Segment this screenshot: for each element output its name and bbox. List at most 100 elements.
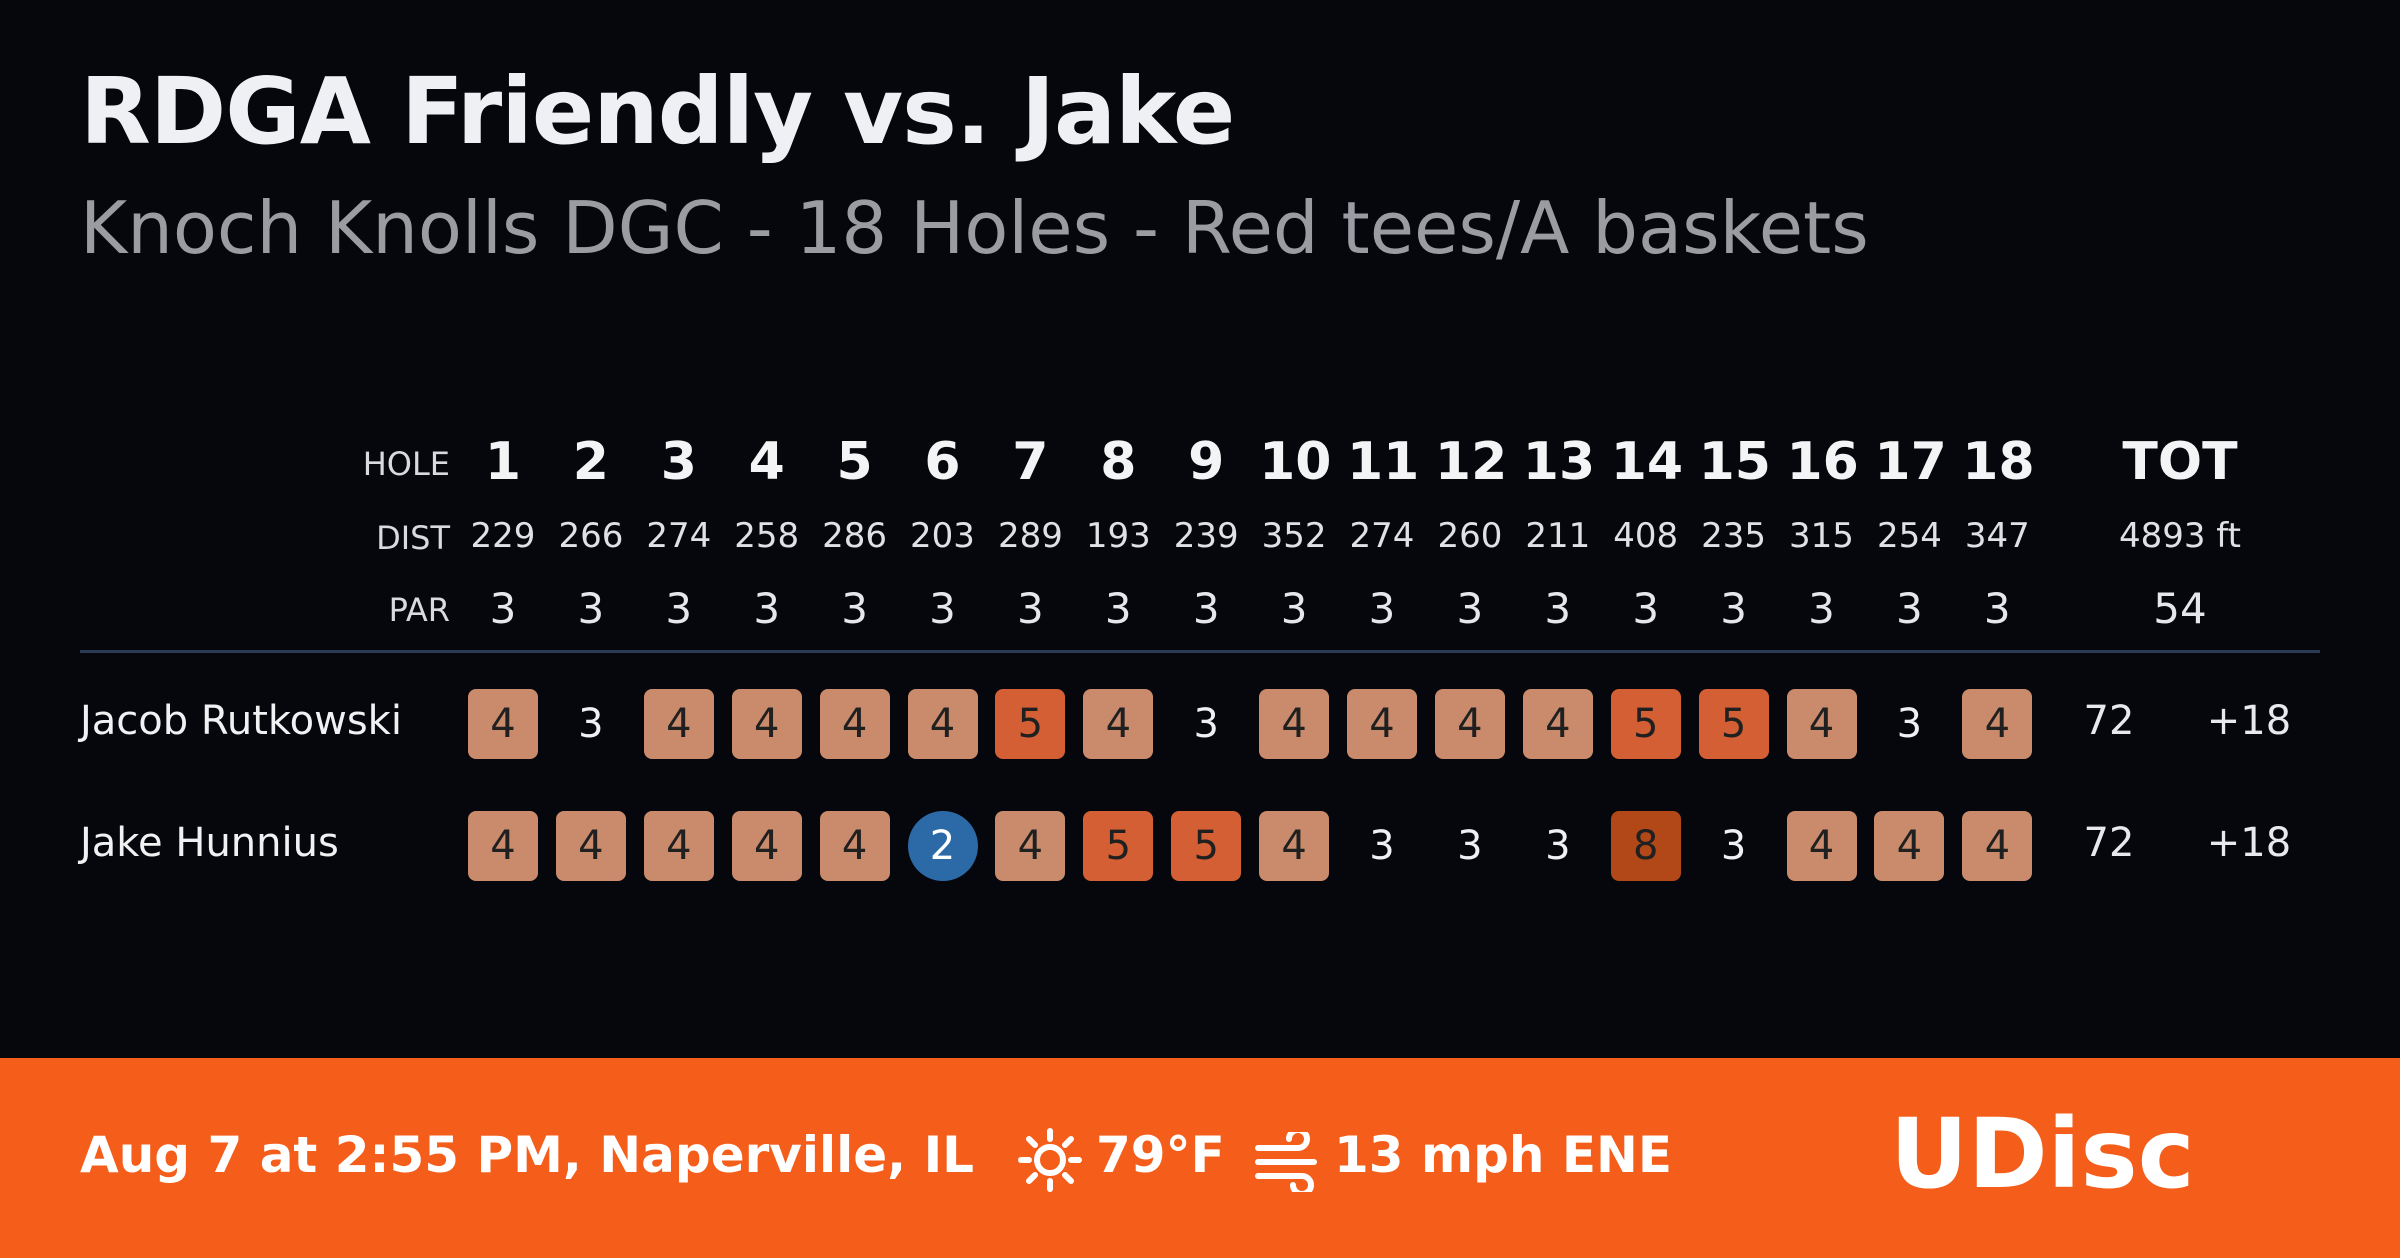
hole-distance: 254 [1876,516,1942,556]
hole-number: 16 [1786,432,1859,492]
score-cell: 4 [819,689,890,759]
hole-number: 6 [924,432,961,492]
hole-number: 14 [1610,432,1684,492]
hole-number: 3 [660,432,697,492]
score-cell: 4 [819,811,890,881]
hole-number: 2 [572,432,609,492]
total-par: 54 [2153,584,2207,633]
date-location: Aug 7 at 2:55 PM, Naperville, IL [80,1126,975,1184]
score-cell: 4 [1786,689,1857,759]
hole-par: 3 [1720,584,1747,633]
score-cell: 4 [907,689,978,759]
score-cell: 4 [1522,689,1593,759]
round-title: RDGA Friendly vs. Jake [80,58,1235,165]
score-cell: 4 [1962,689,2033,759]
score-cell: 4 [1874,811,1945,881]
hole-number: 5 [836,432,873,492]
score-cell: 4 [1259,811,1330,881]
hole-distance: 266 [558,516,624,556]
total-header: TOT [2122,432,2238,492]
score-cell: 5 [1171,811,1242,881]
hole-distance: 408 [1613,516,1679,556]
hole-par: 3 [1808,584,1835,633]
hole-number: 17 [1874,432,1947,492]
hole-number: 13 [1522,432,1596,492]
hole-number: 7 [1012,432,1049,492]
score-cell: 4 [1347,689,1417,759]
score-cell: 3 [578,701,604,747]
wind-icon [1254,1127,1326,1197]
hole-number: 12 [1434,432,1508,492]
hole-par: 3 [1456,584,1484,633]
score-cell: 4 [468,689,538,759]
header-divider [80,650,2320,653]
player-plus-minus: +18 [2206,820,2292,866]
hole-par: 3 [489,584,517,633]
score-cell: 4 [643,811,714,881]
hole-row-label: HOLE [362,445,450,483]
score-cell: 5 [1610,689,1681,759]
hole-number: 4 [748,432,785,492]
score-cell: 5 [1698,689,1769,759]
score-cell: 4 [555,811,626,881]
hole-par: 3 [1632,584,1660,633]
score-cell: 4 [1786,811,1857,881]
hole-distance: 258 [734,516,800,556]
score-cell: 4 [731,811,802,881]
hole-par: 3 [1896,584,1923,633]
score-cell: 4 [1962,811,2033,881]
hole-distance: 203 [910,516,975,556]
hole-number: 8 [1100,432,1137,492]
hole-distance: 286 [822,516,888,556]
hole-par: 3 [1544,584,1572,633]
score-cell: 3 [1545,823,1571,869]
score-cell: 3 [1720,823,1747,869]
hole-distance: 235 [1701,516,1767,556]
score-cell: 3 [1896,701,1923,747]
hole-distance: 211 [1525,516,1591,556]
hole-distance: 274 [1349,516,1415,556]
hole-par: 3 [1368,584,1396,633]
score-cell: 4 [1434,689,1505,759]
score-cell: 4 [731,689,802,759]
score-cell: 4 [995,811,1066,881]
player-total: 72 [2083,698,2135,744]
hole-par: 3 [1104,584,1132,633]
hole-par: 3 [841,584,868,633]
hole-number: 15 [1698,432,1771,492]
hole-number: 18 [1962,432,2035,492]
hole-distance: 239 [1173,516,1239,556]
score-cell: 2 [907,811,978,881]
hole-distance: 352 [1261,516,1327,556]
hole-number: 10 [1259,432,1332,492]
udisc-logo: UDisc [1890,1098,2195,1210]
hole-par: 3 [665,584,693,633]
hole-distance: 193 [1085,516,1151,556]
par-row-label: PAR [388,591,450,629]
hole-number: 9 [1188,432,1225,492]
score-cell: 3 [1193,701,1219,747]
score-cell: 4 [1259,689,1330,759]
hole-par: 3 [1983,584,2011,633]
hole-par: 3 [1280,584,1308,633]
score-cell: 5 [995,689,1066,759]
hole-distance: 289 [997,516,1063,556]
hole-distance: 229 [470,516,536,556]
player-name: Jake Hunnius [80,820,339,866]
hole-number: 11 [1347,432,1420,492]
wind-speed: 13 mph ENE [1334,1126,1673,1184]
score-cell: 3 [1457,823,1483,869]
player-total: 72 [2083,820,2135,866]
hole-par: 3 [1192,584,1220,633]
player-plus-minus: +18 [2206,698,2292,744]
sun-icon [1018,1128,1082,1192]
hole-distance: 274 [646,516,712,556]
round-subtitle: Knoch Knolls DGC - 18 Holes - Red tees/A… [80,186,1869,270]
hole-distance: 260 [1437,516,1503,556]
score-cell: 8 [1610,811,1681,881]
hole-distance: 347 [1964,516,2030,556]
total-distance: 4893 ft [2118,516,2242,556]
hole-par: 3 [1017,584,1044,633]
temperature: 79°F [1096,1126,1225,1184]
player-name: Jacob Rutkowski [80,698,402,744]
